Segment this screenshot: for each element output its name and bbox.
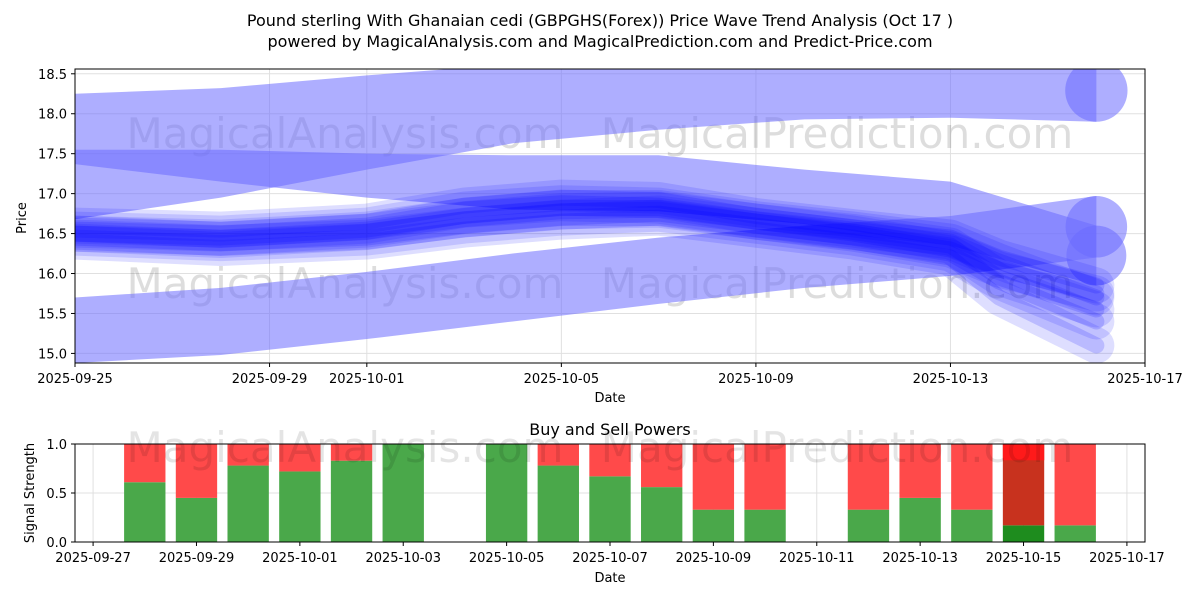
bottom-y-tick-label: 1.0 bbox=[46, 438, 67, 453]
buy-power-bar bbox=[1002, 525, 1045, 542]
top-plot-frame bbox=[74, 68, 1146, 364]
bottom-y-tick-label: 0.5 bbox=[46, 487, 67, 502]
buy-power-bar bbox=[330, 460, 373, 542]
bottom-x-tick-label: 2025-10-09 bbox=[676, 551, 752, 566]
sell-power-bar bbox=[175, 444, 218, 498]
wave-band-outer bbox=[75, 179, 1115, 304]
buy-power-bar bbox=[175, 497, 218, 542]
bottom-x-tick-label: 2025-10-17 bbox=[1089, 551, 1165, 566]
bottom-x-tick-label: 2025-10-07 bbox=[572, 551, 648, 566]
wave-band-outer bbox=[75, 190, 1115, 328]
buy-power-bar bbox=[951, 509, 993, 542]
top-y-tick-label: 17.0 bbox=[38, 188, 67, 203]
top-y-tick-label: 16.0 bbox=[38, 268, 67, 283]
wide-trend-band-cap bbox=[1065, 69, 1128, 122]
wave-band-outer bbox=[75, 199, 1115, 363]
wave-band-inner bbox=[75, 195, 1105, 306]
sell-power-bar-highlight bbox=[1002, 444, 1045, 461]
top-y-tick-label: 16.5 bbox=[38, 228, 67, 243]
chart-title-line2: powered by MagicalAnalysis.com and Magic… bbox=[267, 32, 932, 51]
top-y-tick-label: 18.0 bbox=[38, 108, 67, 123]
sell-power-bar bbox=[537, 444, 579, 466]
top-x-tick-label: 2025-10-09 bbox=[718, 372, 794, 387]
buy-power-bar bbox=[692, 509, 735, 542]
buy-power-bar bbox=[279, 471, 321, 542]
chart-title-line1: Pound sterling With Ghanaian cedi (GBPGH… bbox=[247, 11, 953, 30]
top-y-tick-label: 18.5 bbox=[38, 68, 67, 83]
sell-power-bar bbox=[899, 444, 941, 498]
sell-power-bar bbox=[279, 444, 321, 472]
sell-power-bar bbox=[330, 444, 373, 461]
bottom-y-axis-label: Signal Strength bbox=[23, 443, 38, 543]
buy-power-bar bbox=[641, 487, 683, 542]
buy-power-bar bbox=[382, 444, 424, 542]
wave-band-inner bbox=[75, 189, 1105, 294]
wave-band-inner bbox=[75, 200, 1105, 318]
buy-power-bar bbox=[744, 509, 786, 542]
price-wave-chart: 15.0 15.5 16.0 16.5 17.0 17.5 18.0 18.5 2025-09-… bbox=[37, 68, 1183, 387]
top-x-tick-label: 2025-09-25 bbox=[37, 372, 113, 387]
sell-power-bar bbox=[227, 444, 269, 466]
sell-power-bar bbox=[951, 444, 993, 510]
top-x-tick-label: 2025-10-17 bbox=[1107, 372, 1183, 387]
bottom-x-tick-label: 2025-10-11 bbox=[779, 551, 855, 566]
sell-power-bar bbox=[744, 444, 786, 510]
buy-power-bar bbox=[227, 465, 269, 542]
buy-sell-power-chart: 0.0 0.5 1.0 2025-09-27 2025-09-29 2025-10-01 2… bbox=[46, 423, 1164, 566]
bottom-plot-frame bbox=[74, 443, 1146, 543]
wave-band-outer bbox=[75, 191, 1115, 312]
bottom-x-tick-label: 2025-10-15 bbox=[986, 551, 1062, 566]
watermark-text: MagicalPrediction.com bbox=[601, 423, 1074, 472]
top-y-axis-label: Price bbox=[15, 202, 30, 234]
sell-power-bar bbox=[1054, 444, 1096, 526]
top-x-tick-label: 2025-10-01 bbox=[329, 372, 405, 387]
wave-band-inner bbox=[75, 205, 1105, 330]
bottom-x-tick-label: 2025-09-29 bbox=[159, 551, 235, 566]
bottom-watermark-group: MagicalAnalysis.com MagicalPrediction.com bbox=[127, 423, 1074, 472]
bottom-x-axis-label: Date bbox=[594, 571, 625, 586]
top-y-tick-label: 15.5 bbox=[38, 307, 67, 322]
watermark-text: MagicalAnalysis.com bbox=[127, 423, 564, 472]
wave-band-outer bbox=[75, 195, 1115, 340]
wave-band-inner bbox=[75, 201, 1105, 302]
sell-power-bar bbox=[124, 444, 166, 483]
wide-trend-band-cap bbox=[1065, 196, 1128, 258]
buy-power-bar bbox=[847, 509, 890, 542]
sell-power-bar bbox=[692, 444, 735, 510]
wide-trend-band bbox=[75, 149, 1097, 286]
bottom-chart-title: Buy and Sell Powers bbox=[529, 420, 691, 439]
sell-power-bar bbox=[847, 444, 890, 510]
top-y-tick-label: 15.0 bbox=[38, 347, 67, 362]
bottom-x-tick-label: 2025-10-01 bbox=[262, 551, 338, 566]
bottom-x-tick-label: 2025-10-05 bbox=[469, 551, 545, 566]
bottom-x-tick-label: 2025-09-27 bbox=[55, 551, 131, 566]
top-x-tick-label: 2025-09-29 bbox=[232, 372, 308, 387]
buy-power-bar bbox=[899, 497, 941, 542]
sell-power-bar bbox=[641, 444, 683, 488]
wave-band-outer bbox=[75, 185, 1115, 316]
bottom-x-tick-label: 2025-10-03 bbox=[365, 551, 441, 566]
buy-power-bar bbox=[1054, 525, 1096, 542]
buy-power-bar bbox=[589, 476, 631, 542]
buy-power-bar bbox=[124, 482, 166, 542]
top-x-tick-label: 2025-10-05 bbox=[524, 372, 600, 387]
wide-trend-band bbox=[75, 196, 1097, 363]
wide-trend-band bbox=[75, 69, 1097, 220]
wave-band-inner bbox=[75, 209, 1105, 354]
top-x-axis-label: Date bbox=[594, 391, 625, 406]
top-x-tick-label: 2025-10-13 bbox=[913, 372, 989, 387]
bottom-y-tick-label: 0.0 bbox=[46, 536, 67, 551]
buy-power-bar bbox=[485, 444, 528, 542]
top-y-tick-label: 17.5 bbox=[38, 148, 67, 163]
buy-power-bar bbox=[537, 465, 579, 542]
sell-power-bar bbox=[589, 444, 631, 477]
top-plot-area: MagicalAnalysis.comMagicalPrediction.com… bbox=[75, 69, 1128, 363]
bottom-x-tick-label: 2025-10-13 bbox=[882, 551, 958, 566]
